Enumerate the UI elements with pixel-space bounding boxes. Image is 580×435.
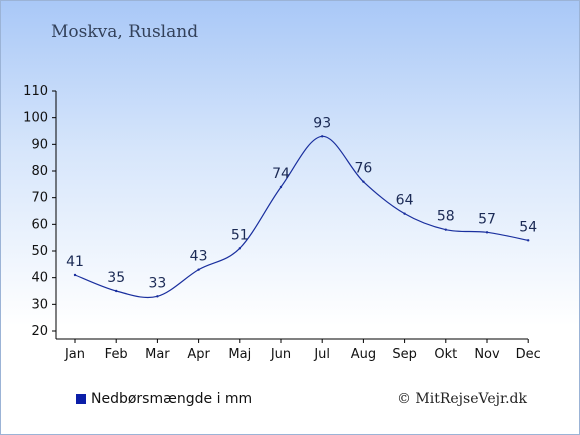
y-tick-label: 40	[31, 271, 48, 286]
x-tick-label: Aug	[351, 347, 376, 362]
y-tick-label: 90	[31, 137, 48, 152]
x-tick-label: Nov	[474, 347, 500, 362]
data-point	[279, 185, 283, 189]
data-label: 51	[231, 227, 249, 243]
legend: Nedbørsmængde i mm	[76, 391, 252, 407]
y-tick-label: 100	[23, 111, 48, 126]
chart-location-title: Moskva, Rusland	[51, 22, 199, 42]
data-label: 64	[396, 193, 414, 209]
data-point	[403, 212, 406, 215]
data-point	[485, 231, 489, 234]
data-point	[444, 228, 447, 231]
y-tick-label: 70	[31, 191, 48, 206]
y-tick-label: 50	[31, 244, 48, 259]
y-tick-label: 60	[31, 217, 48, 232]
y-tick-label: 110	[23, 84, 48, 99]
x-tick-label: Jun	[270, 347, 291, 362]
x-tick-label: Jul	[313, 347, 330, 362]
legend-label: Nedbørsmængde i mm	[91, 391, 253, 407]
data-label: 54	[519, 219, 537, 235]
data-label: 35	[107, 270, 125, 286]
data-point	[73, 273, 77, 277]
data-point	[362, 180, 365, 183]
data-label: 41	[66, 254, 84, 270]
data-label: 74	[272, 166, 290, 182]
x-tick-label: Apr	[187, 347, 210, 362]
data-point	[197, 268, 200, 271]
data-point	[238, 247, 241, 250]
data-label: 33	[148, 275, 166, 291]
copyright-credit: © MitRejseVejr.dk	[396, 391, 527, 407]
data-label: 58	[437, 209, 455, 225]
y-tick-label: 80	[31, 164, 48, 179]
y-tick-label: 30	[31, 297, 48, 312]
data-label: 76	[354, 161, 372, 177]
y-tick-label: 20	[31, 324, 48, 339]
x-tick-label: Dec	[516, 347, 541, 362]
data-point	[115, 289, 118, 293]
data-point	[156, 295, 159, 298]
x-tick-label: Mar	[145, 347, 170, 362]
data-point	[527, 239, 530, 242]
data-label: 43	[190, 249, 208, 265]
x-tick-label: Sep	[392, 347, 417, 362]
data-label: 57	[478, 211, 496, 227]
legend-swatch	[76, 394, 86, 404]
data-point	[321, 135, 324, 138]
x-tick-label: Jan	[64, 347, 85, 362]
data-label: 93	[313, 115, 331, 131]
series-line-precipitation	[74, 135, 529, 299]
x-tick-label: Feb	[105, 347, 128, 362]
x-tick-label: Okt	[434, 347, 457, 362]
x-tick-label: Maj	[228, 347, 251, 362]
